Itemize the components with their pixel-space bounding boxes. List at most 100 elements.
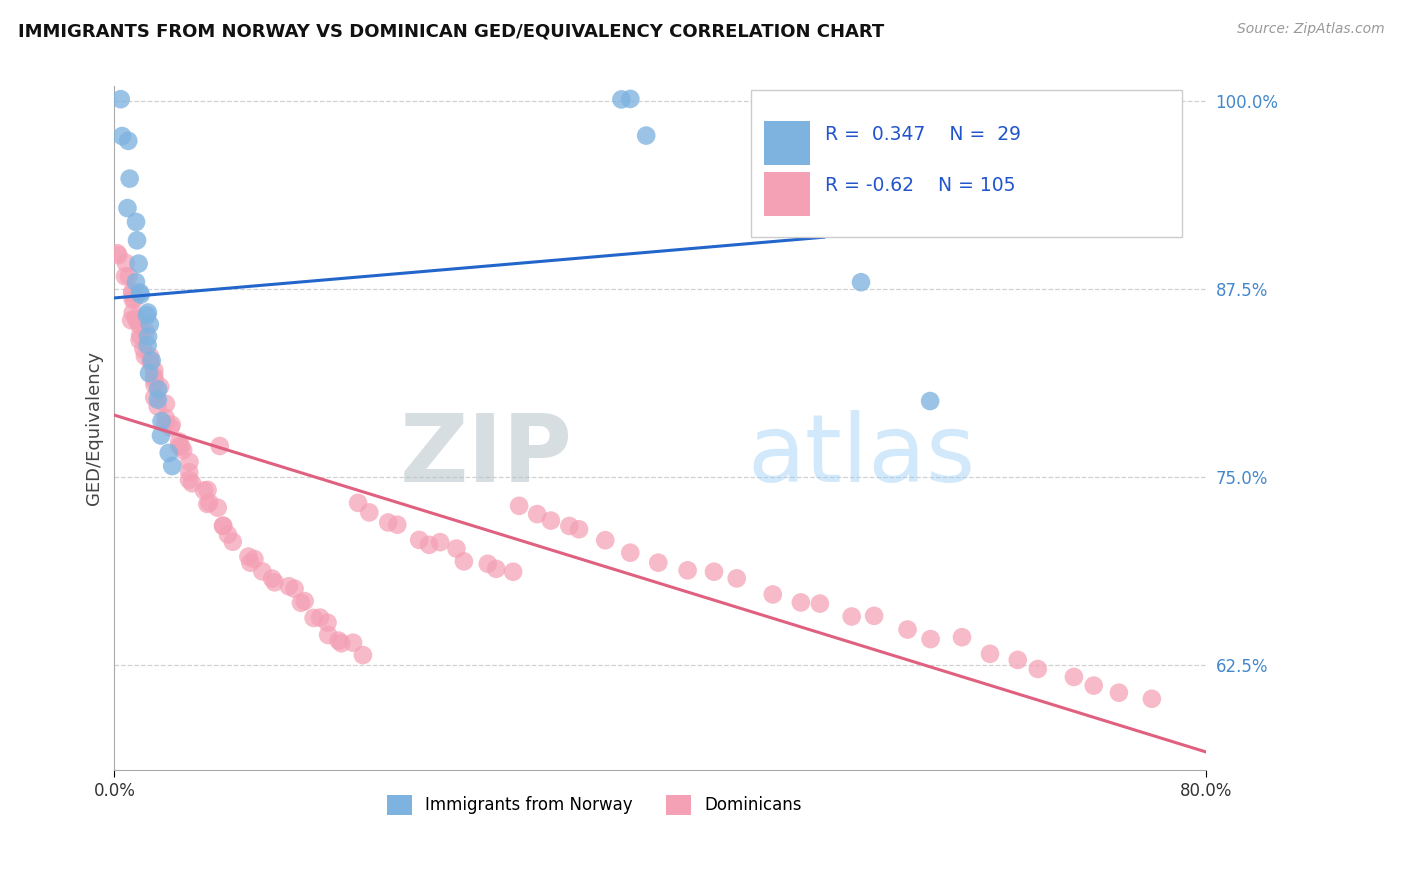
Point [290,596,312,610]
Point [155,397,177,411]
Point [146,383,169,397]
Point [979,647,1001,661]
Point [121,306,143,320]
Point [920,394,942,409]
Point [316,628,339,642]
Point [950,630,973,644]
FancyBboxPatch shape [751,90,1182,236]
Point [143,391,166,405]
Point [849,275,872,289]
Point [1108,686,1130,700]
Point [387,517,409,532]
Point [263,575,285,590]
Point [179,465,201,479]
Point [121,293,143,307]
FancyBboxPatch shape [763,120,810,165]
Point [125,275,148,289]
Point [352,648,374,662]
Point [1083,679,1105,693]
Point [342,636,364,650]
Point [558,519,581,533]
Point [302,611,325,625]
Point [136,305,159,319]
Point [157,446,180,460]
Point [262,572,284,586]
Point [207,500,229,515]
Text: R =  0.347    N =  29: R = 0.347 N = 29 [825,125,1021,144]
Point [197,483,219,497]
Text: atlas: atlas [748,409,976,501]
Point [136,308,159,322]
Point [146,400,169,414]
Point [128,318,150,332]
Point [239,556,262,570]
Point [143,363,166,377]
Point [316,615,339,630]
Point [114,256,136,270]
Point [143,373,166,387]
Point [136,329,159,343]
Point [619,92,641,106]
Point [841,609,863,624]
Point [277,579,299,593]
Point [508,499,530,513]
Point [790,595,813,609]
Point [114,269,136,284]
Point [149,428,172,442]
Point [377,516,399,530]
Point [118,269,141,284]
Point [159,420,181,434]
Point [128,333,150,347]
Point [920,632,942,646]
Text: R = -0.62    N = 105: R = -0.62 N = 105 [825,176,1015,195]
Point [155,417,177,431]
Point [703,565,725,579]
Point [453,554,475,568]
Point [647,556,669,570]
Point [139,355,162,369]
Point [107,248,129,262]
Point [330,636,353,650]
Point [132,342,155,356]
Point [725,571,748,585]
Point [105,246,128,260]
Point [243,552,266,566]
Point [896,623,918,637]
Point [155,411,177,425]
Point [125,233,148,247]
Point [143,369,166,384]
Point [149,380,172,394]
Point [181,476,204,491]
Point [294,594,316,608]
Point [129,328,152,343]
Point [160,458,183,473]
FancyBboxPatch shape [763,172,810,216]
Point [121,286,143,301]
Point [485,562,508,576]
Point [619,546,641,560]
Point [1026,662,1049,676]
Point [134,349,156,363]
Point [172,443,194,458]
Point [146,392,169,407]
Point [117,134,139,148]
Point [129,285,152,300]
Point [540,514,562,528]
Point [309,610,332,624]
Point [208,439,231,453]
Point [169,434,191,449]
Point [125,313,148,327]
Point [429,535,451,549]
Legend: Immigrants from Norway, Dominicans: Immigrants from Norway, Dominicans [378,786,810,823]
Point [222,534,245,549]
Point [138,366,160,380]
Point [1007,653,1029,667]
Point [193,483,215,498]
Point [418,538,440,552]
Point [118,171,141,186]
Point [160,417,183,432]
Point [150,414,173,428]
Point [139,318,162,332]
Point [328,633,350,648]
Text: ZIP: ZIP [399,409,572,501]
